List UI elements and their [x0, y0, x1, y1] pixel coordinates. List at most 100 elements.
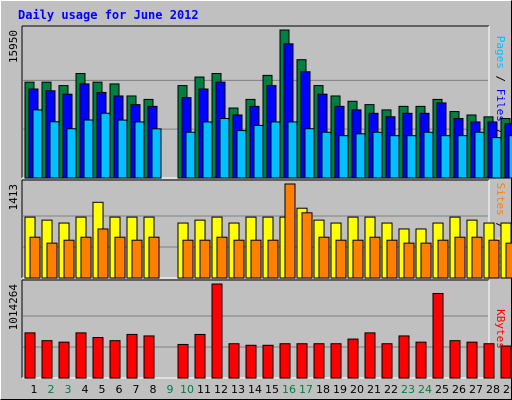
pages-bar-day-12	[219, 118, 230, 179]
kbytes-bar-day-7	[126, 333, 138, 379]
kbytes-bar-day-22	[381, 343, 393, 379]
day-label-28: 28	[486, 383, 500, 396]
chart-title: Daily usage for June 2012	[18, 8, 199, 22]
sites-bar-day-19	[335, 239, 347, 279]
kbytes-bar-day-1	[24, 332, 36, 379]
sites-bar-day-1	[29, 236, 41, 279]
day-label-21: 21	[367, 383, 381, 396]
kbytes-bar-day-2	[41, 340, 53, 379]
kbytes-bar-day-15	[262, 344, 274, 379]
kbytes-bar-day-17	[296, 343, 308, 379]
kbytes-bar-day-18	[313, 343, 325, 379]
kbytes-bar-day-6	[109, 340, 121, 379]
sites-bar-day-4	[80, 236, 92, 279]
day-label-20: 20	[350, 383, 364, 396]
pages-bar-day-7	[134, 121, 145, 179]
day-label-22: 22	[384, 383, 398, 396]
pages-bar-day-26	[457, 135, 468, 179]
day-label-10: 10	[180, 383, 194, 396]
pages-bar-day-21	[372, 131, 383, 179]
kbytes-bar-day-13	[228, 343, 240, 379]
kbytes-bar-day-19	[330, 343, 342, 379]
kbytes-bar-day-5	[92, 336, 104, 379]
kbytes-bar-day-24	[415, 341, 427, 379]
pages-bar-day-6	[117, 119, 128, 179]
pages-bar-day-13	[236, 130, 247, 179]
kbytes-bar-day-23	[398, 335, 410, 379]
kbytes-bar-day-3	[58, 341, 70, 379]
day-label-9: 9	[167, 383, 174, 396]
sites-bar-day-12	[216, 236, 228, 279]
sites-bar-day-16	[284, 183, 296, 279]
day-label-14: 14	[248, 383, 262, 396]
sites-bar-day-27	[471, 236, 483, 279]
day-label-16: 16	[282, 383, 296, 396]
kbytes-bar-day-8	[143, 335, 155, 379]
kbytes-bar-day-21	[364, 332, 376, 379]
sites-bar-day-8	[148, 236, 160, 279]
day-label-8: 8	[150, 383, 157, 396]
day-label-15: 15	[265, 383, 279, 396]
kbytes-bar-day-20	[347, 338, 359, 379]
pages-bar-day-10	[185, 131, 196, 179]
pages-bar-day-4	[83, 119, 94, 179]
pages-bar-day-19	[338, 135, 349, 179]
pages-bar-day-11	[202, 121, 213, 179]
day-label-11: 11	[197, 383, 211, 396]
day-label-27: 27	[469, 383, 483, 396]
pages-bar-day-20	[355, 133, 366, 179]
kbytes-bar-day-12	[211, 283, 223, 379]
kbytes-bar-day-28	[483, 343, 495, 379]
pages-bar-day-25	[440, 135, 451, 179]
pages-bar-day-29	[508, 135, 512, 179]
day-label-18: 18	[316, 383, 330, 396]
pages-bar-day-2	[49, 121, 60, 179]
pages-bar-day-23	[406, 135, 417, 179]
sites-bar-day-29	[505, 242, 512, 279]
pages-bar-day-16	[287, 121, 298, 179]
day-label-2: 2	[48, 383, 55, 396]
kbytes-bar-day-29	[500, 345, 512, 379]
kbytes-bar-day-27	[466, 341, 478, 379]
y-max-label: 1413	[7, 184, 20, 211]
pages-bar-day-27	[474, 131, 485, 179]
sites-bar-day-15	[267, 239, 279, 279]
sites-bar-day-18	[318, 236, 330, 279]
day-label-29: 29	[503, 383, 512, 396]
pages-bar-day-17	[304, 128, 315, 179]
pages-bar-day-8	[151, 128, 162, 179]
sites-bar-day-25	[437, 239, 449, 279]
day-label-3: 3	[65, 383, 72, 396]
sites-bar-day-14	[250, 239, 262, 279]
sites-bar-day-24	[420, 242, 432, 279]
sites-bar-day-23	[403, 242, 415, 279]
day-label-26: 26	[452, 383, 466, 396]
day-label-6: 6	[116, 383, 123, 396]
day-label-25: 25	[435, 383, 449, 396]
day-label-7: 7	[133, 383, 140, 396]
sites-bar-day-3	[63, 239, 75, 279]
pages-bar-day-14	[253, 124, 264, 179]
pages-bar-day-24	[423, 131, 434, 179]
pages-bar-day-5	[100, 112, 111, 179]
sites-bar-day-6	[114, 236, 126, 279]
pages-bar-day-28	[491, 137, 502, 179]
day-label-5: 5	[99, 383, 106, 396]
kbytes-bar-day-16	[279, 343, 291, 379]
kbytes-bar-day-25	[432, 292, 444, 379]
sites-bar-day-11	[199, 239, 211, 279]
sites-bar-day-5	[97, 228, 109, 279]
sites-bar-day-21	[369, 236, 381, 279]
day-label-23: 23	[401, 383, 415, 396]
day-label-19: 19	[333, 383, 347, 396]
sites-bar-day-7	[131, 239, 143, 279]
y-max-label: 1014264	[7, 284, 20, 331]
pages-bar-day-22	[389, 135, 400, 179]
series-legend: KBytes	[494, 309, 507, 349]
kbytes-bar-day-11	[194, 333, 206, 379]
day-label-1: 1	[31, 383, 38, 396]
sites-bar-day-13	[233, 239, 245, 279]
day-label-4: 4	[82, 383, 89, 396]
sites-bar-day-26	[454, 236, 466, 279]
pages-bar-day-3	[66, 128, 77, 179]
